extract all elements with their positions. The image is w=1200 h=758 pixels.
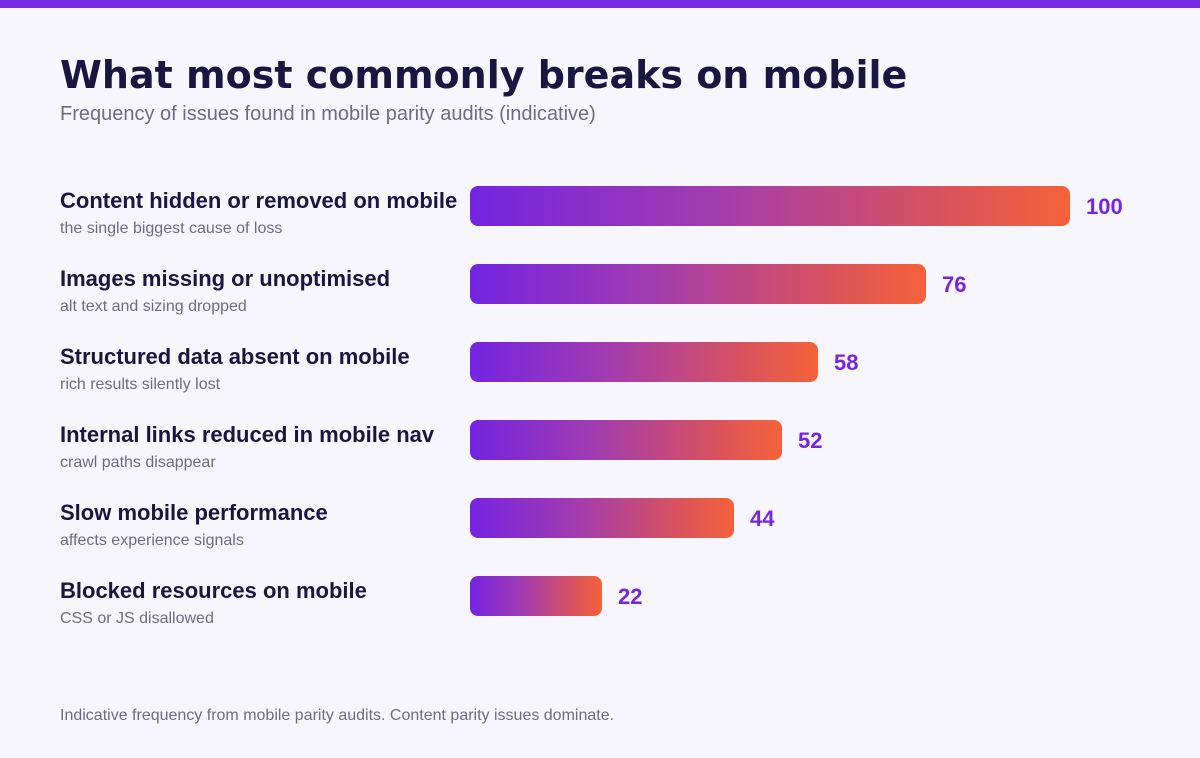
bar-row: Content hidden or removed on mobile the s… [0, 186, 1200, 264]
bar-row: Internal links reduced in mobile nav craw… [0, 420, 1200, 498]
category-label: Content hidden or removed on mobile [60, 188, 458, 213]
category-description: the single biggest cause of loss [60, 220, 283, 237]
bar-value-label: 76 [942, 272, 967, 297]
bar-value-label: 22 [618, 584, 643, 609]
bar [470, 498, 734, 538]
bar-value-label: 100 [1086, 194, 1123, 219]
category-label: Internal links reduced in mobile nav [60, 422, 435, 447]
accent-top-bar [0, 0, 1200, 8]
category-description: affects experience signals [60, 532, 244, 549]
bar [470, 186, 1070, 226]
category-description: crawl paths disappear [60, 454, 216, 471]
bar [470, 576, 602, 616]
chart-title: What most commonly breaks on mobile [60, 53, 908, 97]
category-description: CSS or JS disallowed [60, 610, 214, 627]
category-description: rich results silently lost [60, 376, 221, 393]
bar-row: Structured data absent on mobile rich res… [0, 342, 1200, 420]
bar-row: Images missing or unoptimised alt text an… [0, 264, 1200, 342]
bar [470, 342, 818, 382]
category-label: Images missing or unoptimised [60, 266, 391, 291]
category-description: alt text and sizing dropped [60, 298, 247, 315]
bar-value-label: 58 [834, 350, 859, 375]
bar [470, 264, 926, 304]
bar [470, 420, 782, 460]
category-label: Slow mobile performance [60, 500, 328, 525]
category-label: Blocked resources on mobile [60, 578, 367, 603]
category-label: Structured data absent on mobile [60, 344, 410, 369]
bar-row: Blocked resources on mobile CSS or JS dis… [0, 576, 1200, 654]
bar-value-label: 44 [750, 506, 775, 531]
chart-subtitle: Frequency of issues found in mobile pari… [60, 103, 596, 125]
bar-value-label: 52 [798, 428, 823, 453]
footnote: Indicative frequency from mobile parity … [60, 707, 615, 724]
bar-row: Slow mobile performance affects experienc… [0, 498, 1200, 576]
